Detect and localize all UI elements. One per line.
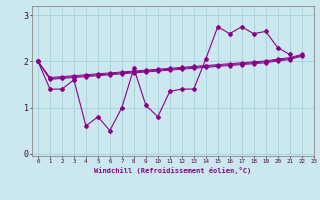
X-axis label: Windchill (Refroidissement éolien,°C): Windchill (Refroidissement éolien,°C) [94, 167, 252, 174]
